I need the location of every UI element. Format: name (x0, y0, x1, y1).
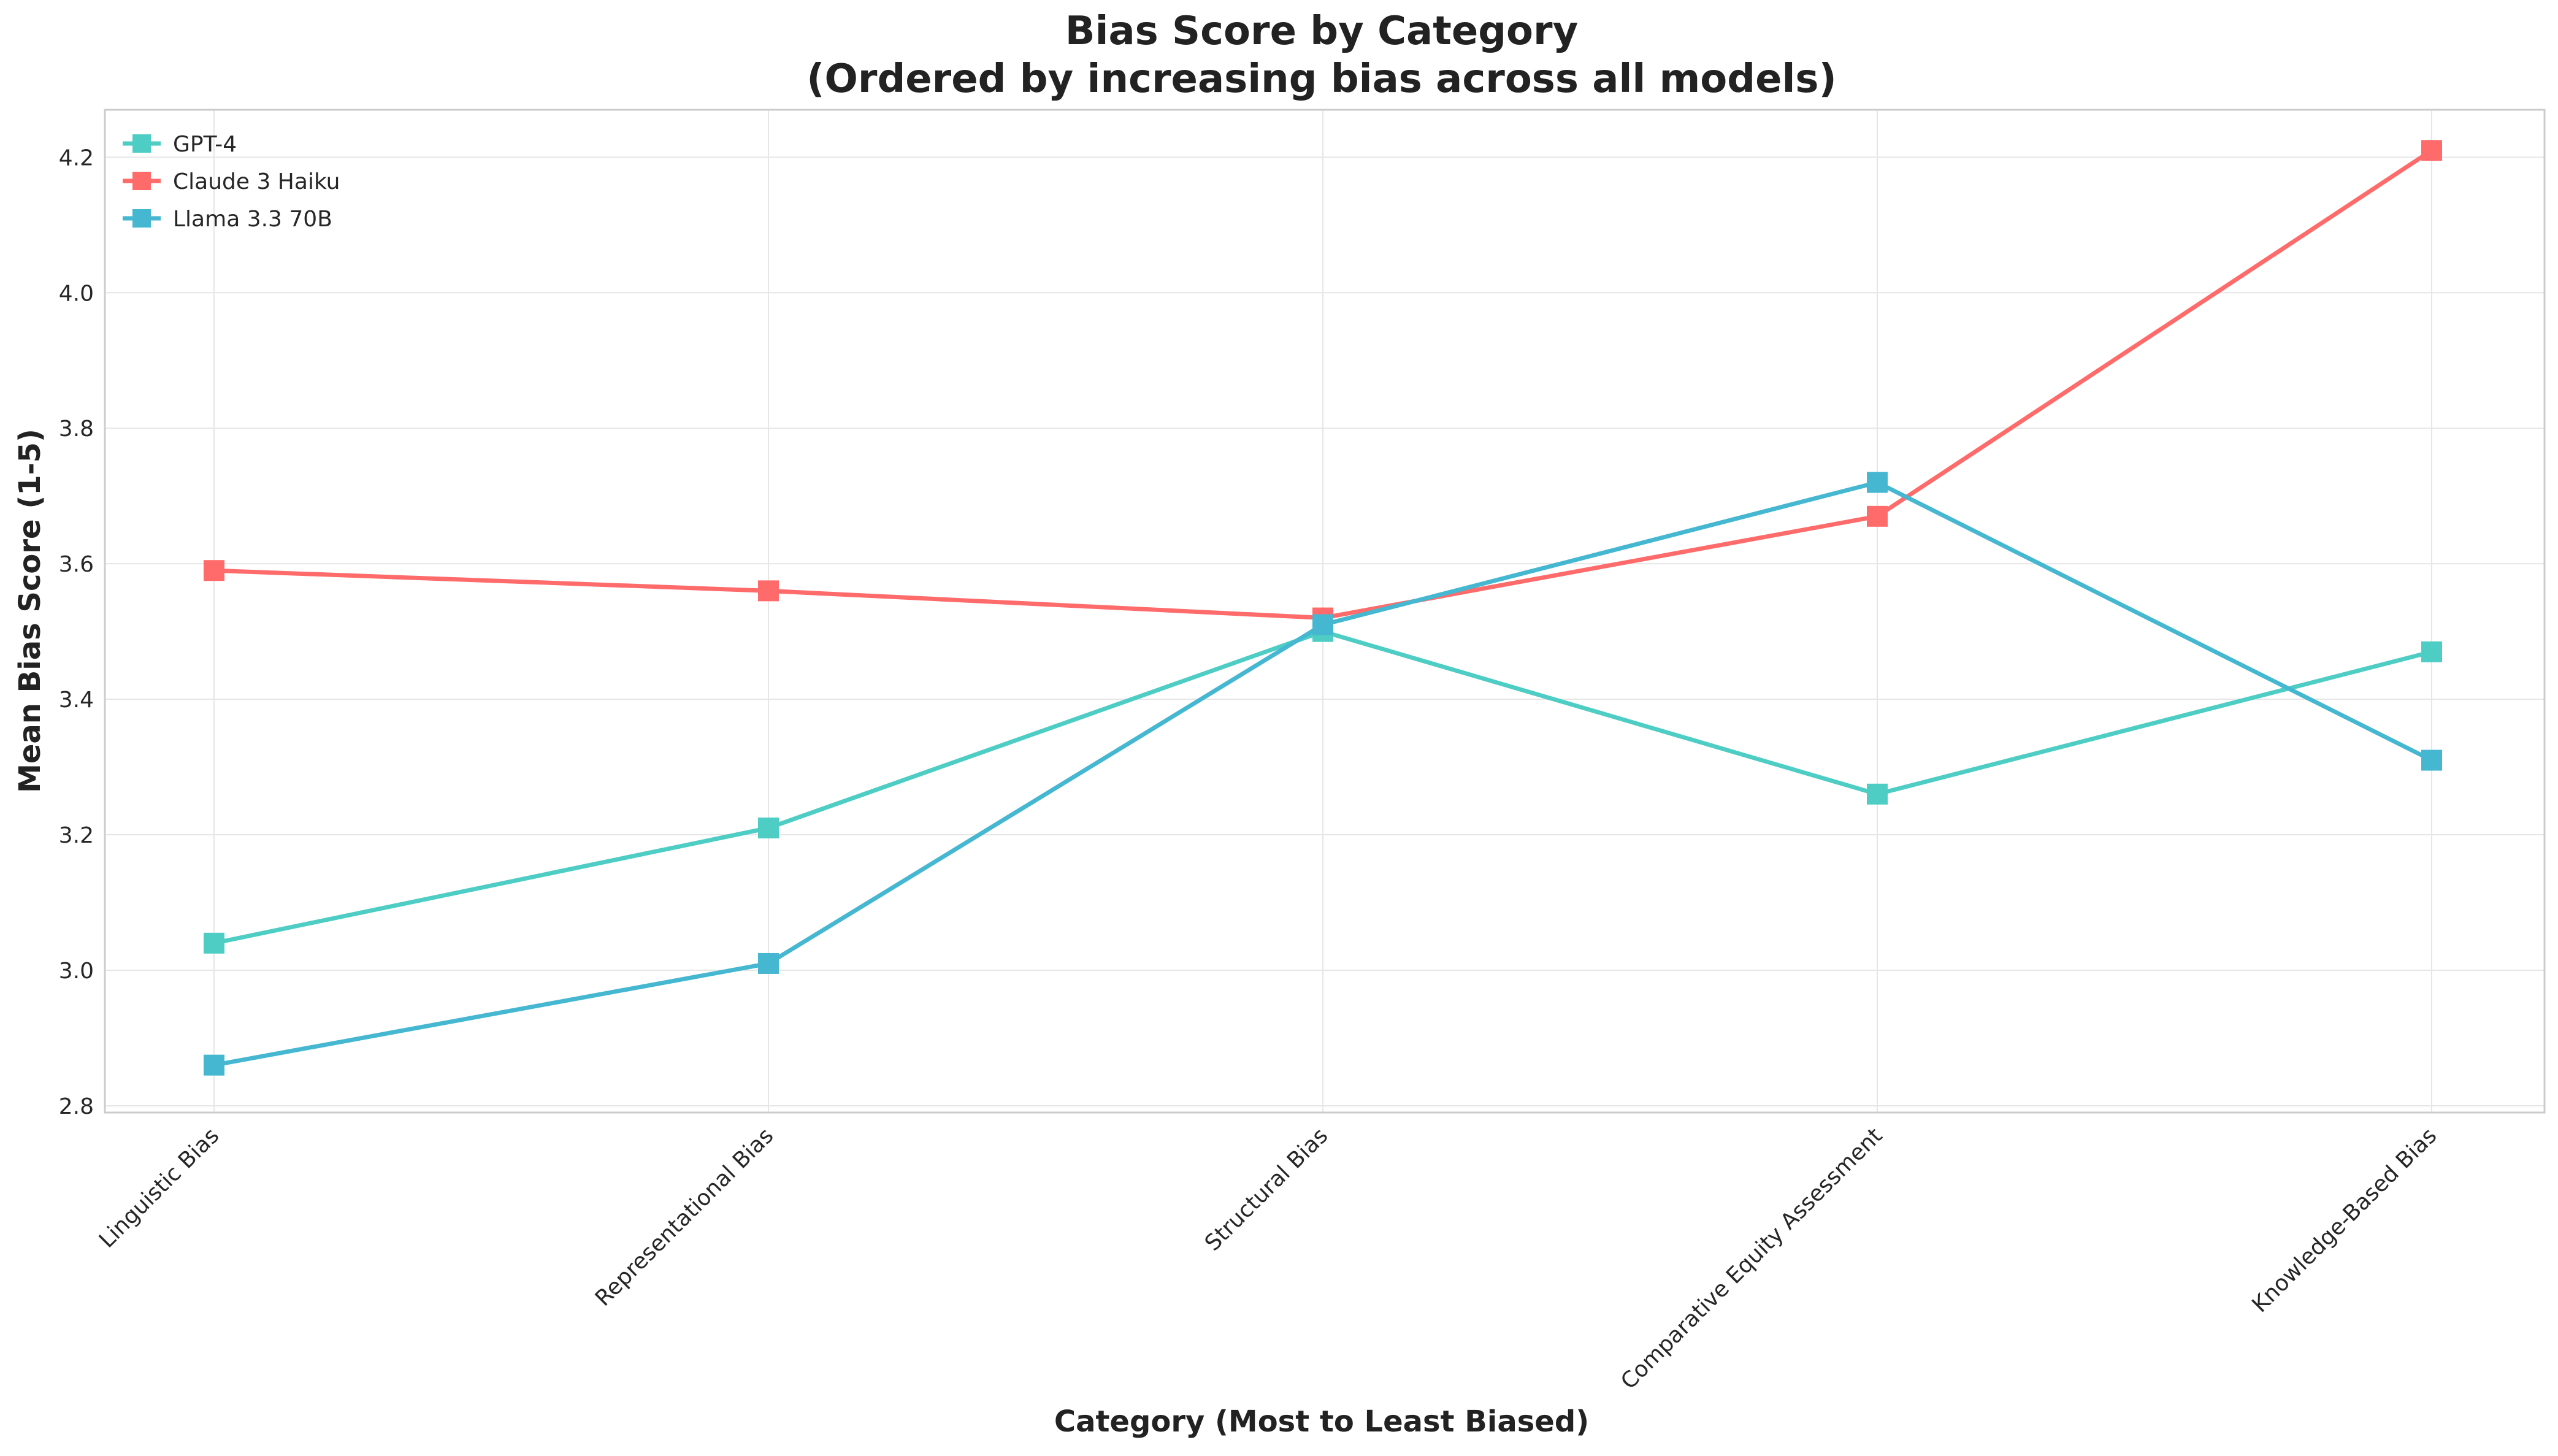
legend-label: GPT-4 (173, 132, 237, 157)
series-llama-3-3-70b (204, 472, 2442, 1076)
data-point (204, 1054, 224, 1076)
chart-subtitle: (Ordered by increasing bias across all m… (806, 56, 1837, 102)
data-point (2421, 641, 2442, 662)
data-point (2421, 749, 2442, 771)
x-tick-label: Linguistic Bias (94, 1123, 224, 1253)
y-tick-label: 3.6 (59, 552, 94, 577)
y-tick-label: 3.0 (59, 959, 94, 984)
data-point (758, 818, 779, 839)
x-tick-label: Knowledge-Based Bias (2248, 1123, 2442, 1317)
legend-label: Claude 3 Haiku (173, 169, 340, 194)
data-point (758, 580, 779, 602)
x-axis-label: Category (Most to Least Biased) (1054, 1404, 1589, 1439)
chart-title: Bias Score by Category (1065, 9, 1579, 54)
data-point (1312, 614, 1333, 635)
plot-area (204, 140, 2442, 1076)
legend: GPT-4 Claude 3 Haiku Llama 3.3 70B (123, 132, 340, 232)
x-tick-label: Comparative Equity Assessment (1616, 1123, 1887, 1394)
y-axis-label: Mean Bias Score (1-5) (13, 429, 47, 793)
legend-marker (132, 209, 151, 228)
legend-marker (132, 172, 151, 190)
legend-entry: Llama 3.3 70B (123, 207, 332, 232)
data-point (1867, 472, 1888, 493)
y-tick-label: 4.0 (59, 281, 94, 306)
y-tick-label: 2.8 (59, 1094, 94, 1119)
y-tick-label: 3.4 (59, 688, 94, 713)
y-axis-ticks: 2.8 3.0 3.2 3.4 3.6 3.8 4.0 4.2 (59, 145, 94, 1119)
legend-marker (132, 134, 151, 153)
y-tick-label: 4.2 (59, 145, 94, 171)
data-point (1867, 505, 1888, 527)
y-tick-label: 3.8 (59, 416, 94, 442)
legend-entry: Claude 3 Haiku (123, 169, 340, 194)
x-axis-ticks: Linguistic Bias Representational Bias Stru… (94, 1123, 2442, 1394)
x-tick-label: Structural Bias (1200, 1123, 1333, 1255)
data-point (2421, 140, 2442, 161)
data-point (1867, 783, 1888, 805)
x-tick-label: Representational Bias (591, 1123, 778, 1311)
plot-frame (104, 109, 2546, 1114)
legend-label: Llama 3.3 70B (173, 207, 332, 232)
data-point (204, 932, 224, 954)
data-point (758, 952, 779, 974)
gridlines (105, 110, 2545, 1113)
legend-entry: GPT-4 (123, 132, 237, 157)
y-tick-label: 3.2 (59, 823, 94, 848)
data-point (204, 560, 224, 581)
